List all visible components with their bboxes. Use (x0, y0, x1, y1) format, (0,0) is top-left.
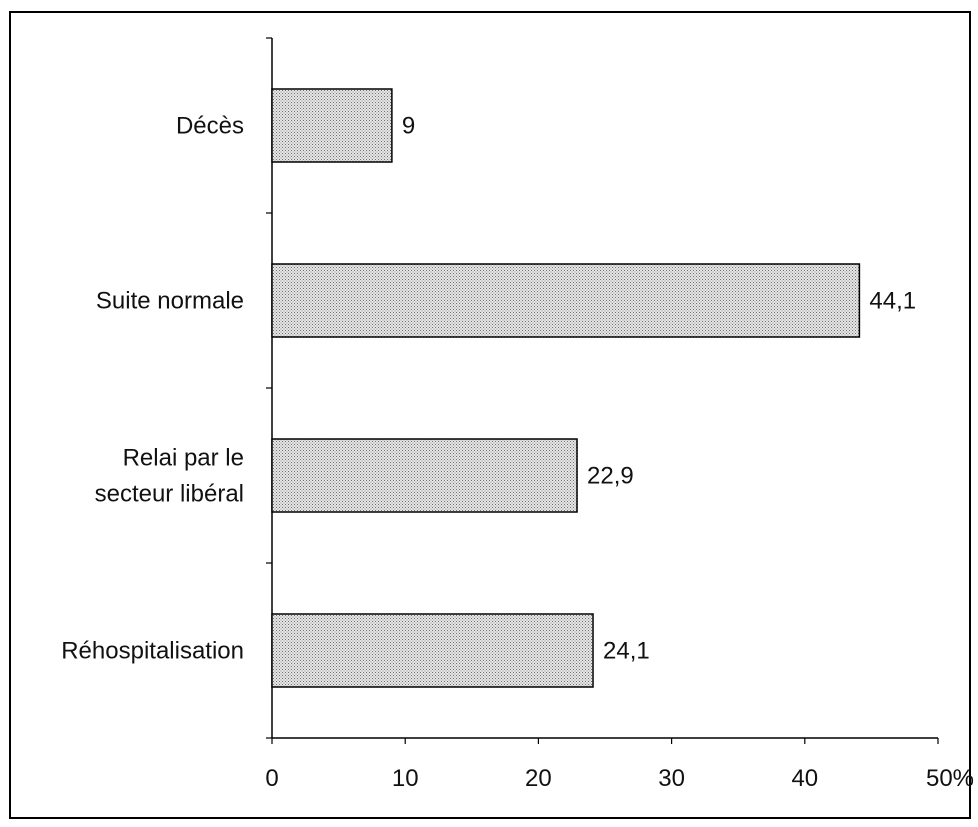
data-label: 24,1 (603, 638, 650, 665)
bar (271, 263, 861, 338)
chart-frame (9, 11, 971, 819)
category-label: secteur libéral (95, 481, 244, 508)
plot-area: 0 10 20 30 40 50% Décès 9 Suite normale 44,1 Relai… (61, 37, 974, 792)
bar (271, 438, 578, 513)
x-tick-label: 20 (525, 765, 552, 792)
x-tick-label: 10 (392, 765, 419, 792)
x-tick-label: 0 (265, 765, 278, 792)
data-label: 9 (402, 113, 415, 140)
bar (271, 613, 594, 688)
x-tick-label: 30 (658, 765, 685, 792)
category-label: Réhospitalisation (61, 638, 244, 665)
category-label: Relai par le (123, 445, 244, 472)
category-label: Suite normale (96, 288, 244, 315)
category-label: Décès (176, 113, 244, 140)
x-tick-label: 50% (926, 765, 974, 792)
data-label: 22,9 (587, 463, 634, 490)
x-tick-label: 40 (791, 765, 818, 792)
bar (271, 88, 393, 163)
data-label: 44,1 (869, 288, 916, 315)
